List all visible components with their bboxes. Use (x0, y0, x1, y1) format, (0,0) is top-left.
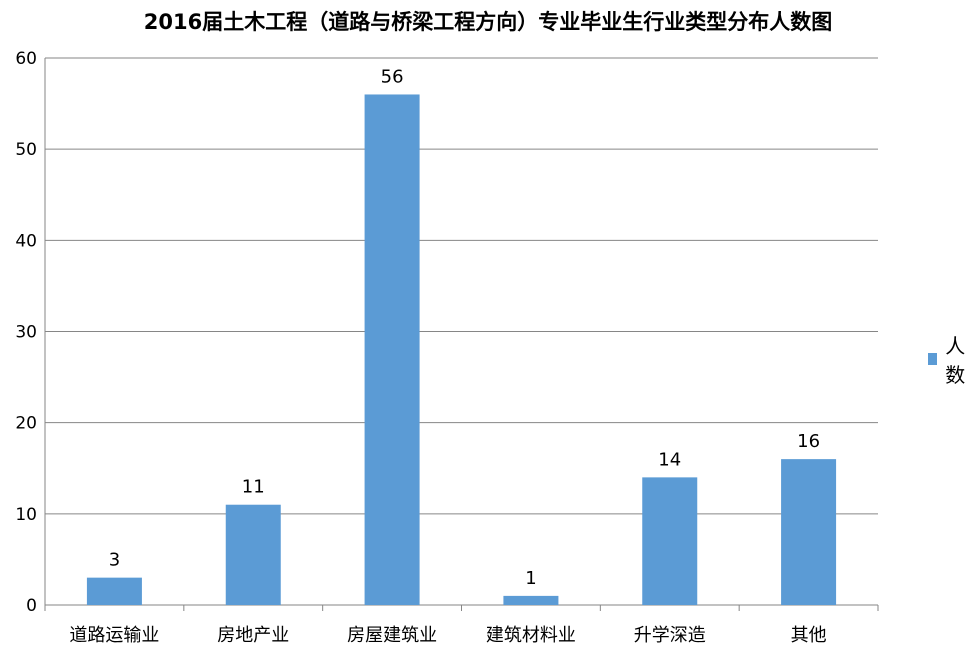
bar (86, 577, 142, 605)
bar (364, 94, 420, 605)
x-tick-label: 升学深造 (634, 625, 706, 646)
bar (642, 477, 698, 605)
data-label: 11 (242, 477, 265, 498)
y-tick-label: 0 (26, 596, 37, 616)
data-label: 14 (658, 449, 681, 470)
legend: 人数 (928, 330, 976, 388)
chart-title: 2016届土木工程（道路与桥梁工程方向）专业毕业生行业类型分布人数图 (143, 10, 833, 34)
bar (225, 504, 281, 605)
data-label: 56 (381, 66, 404, 87)
x-tick-label: 其他 (791, 625, 827, 646)
data-label: 3 (109, 550, 120, 571)
x-tick-label: 房地产业 (217, 625, 289, 646)
data-label: 16 (797, 431, 820, 452)
y-tick-label: 20 (15, 414, 37, 434)
bar (781, 459, 837, 605)
y-tick-label: 50 (15, 140, 37, 160)
y-tick-label: 10 (15, 505, 37, 525)
legend-label: 人数 (945, 334, 966, 387)
bar (503, 595, 559, 605)
x-tick-label: 房屋建筑业 (347, 625, 437, 646)
y-tick-label: 40 (15, 231, 37, 251)
x-tick-label: 建筑材料业 (486, 625, 576, 646)
legend-swatch-icon (928, 353, 938, 365)
data-label: 1 (525, 568, 536, 589)
y-tick-label: 60 (15, 49, 37, 69)
x-tick-label: 道路运输业 (69, 625, 159, 646)
y-tick-label: 30 (15, 323, 37, 343)
